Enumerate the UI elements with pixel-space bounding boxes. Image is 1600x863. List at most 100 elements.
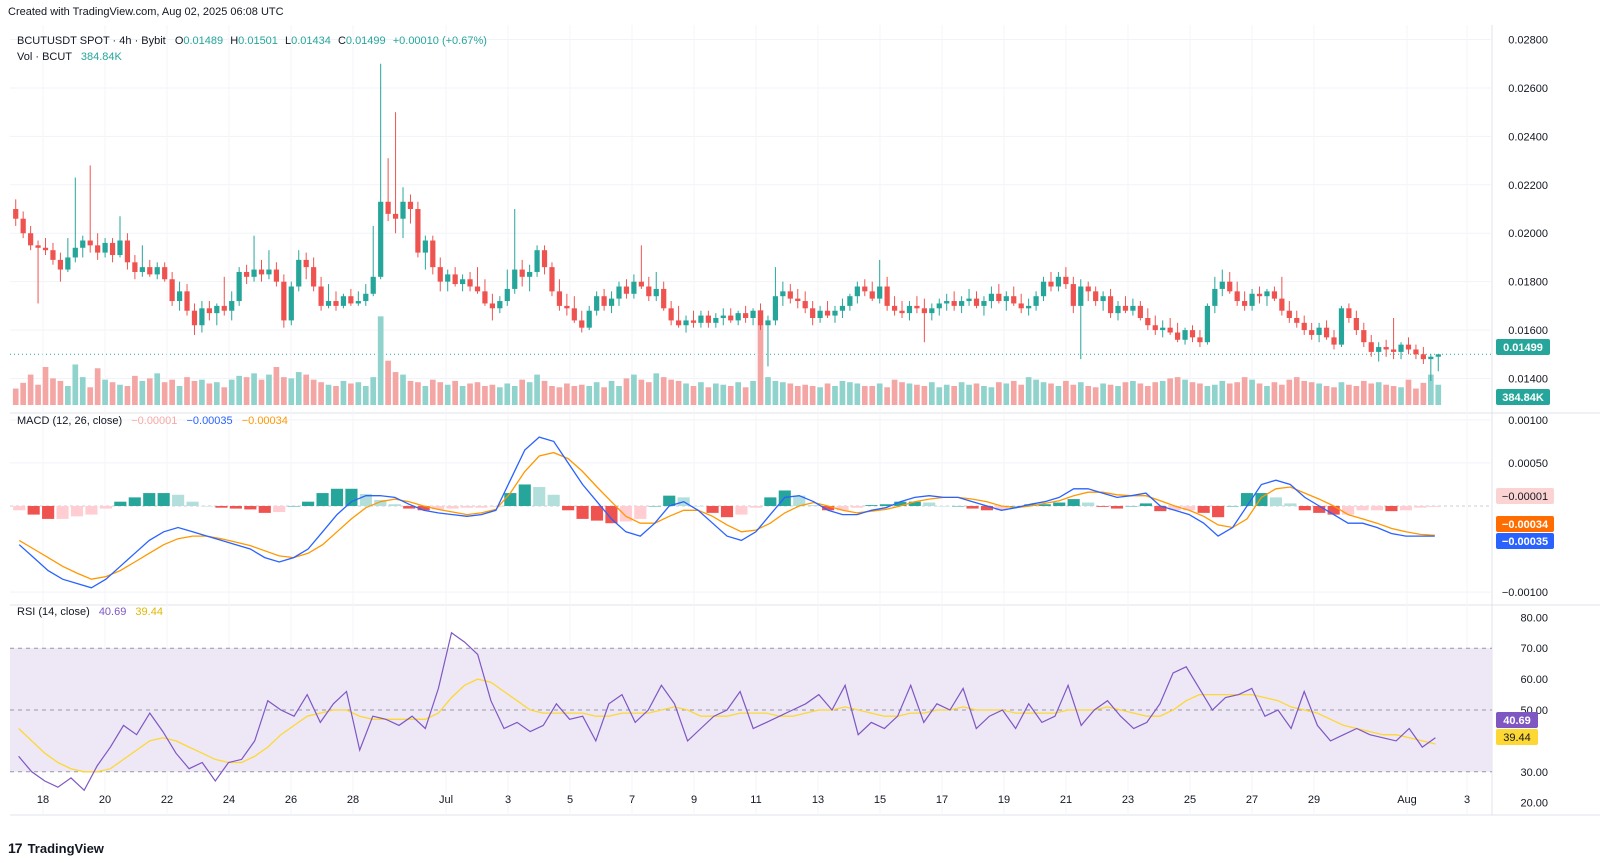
rsi-axis-label: 70.00 — [1520, 643, 1548, 655]
macd-histogram-bar — [1053, 502, 1066, 506]
volume-bar — [1189, 382, 1196, 405]
volume-bar — [221, 387, 228, 405]
candle-body — [608, 298, 615, 306]
candle-body — [437, 267, 443, 282]
macd-histogram-bar — [1356, 505, 1369, 511]
price-axis-label: 0.02600 — [1508, 83, 1548, 95]
axes: 0.02800 0.02600 0.02400 0.02200 0.02000 0.018… — [37, 35, 1548, 810]
candle-body — [1323, 327, 1330, 338]
volume-bar — [780, 382, 786, 405]
candle-body — [653, 288, 659, 297]
macd-histogram-bar — [562, 505, 575, 511]
volume-bar — [839, 380, 846, 405]
candle-body — [288, 286, 294, 321]
candle-body — [1078, 286, 1084, 306]
time-axis-label: 17 — [936, 794, 948, 806]
candle-body — [251, 269, 257, 277]
candle-body — [832, 310, 838, 316]
volume-bar — [1003, 383, 1010, 405]
candle-body — [1420, 354, 1426, 360]
macd-histogram-bar — [1038, 504, 1051, 506]
time-axis-label: 11 — [750, 794, 761, 806]
macd-legend: MACD (12, 26, close) −0.00001 −0.00035 −… — [17, 415, 288, 427]
volume-bar — [526, 382, 533, 405]
candle-body — [534, 250, 540, 272]
volume-bar — [1234, 382, 1241, 405]
price-pane-area[interactable] — [10, 25, 1492, 413]
macd-histogram-bar — [1125, 505, 1138, 507]
candle-body — [1331, 337, 1337, 345]
candle-body — [973, 298, 980, 306]
time-axis-label: Jul — [439, 794, 453, 806]
volume-bar — [65, 386, 71, 405]
candle-body — [1413, 349, 1419, 355]
candle-body — [80, 240, 86, 248]
candle-body — [914, 305, 920, 309]
candle-body — [229, 301, 235, 311]
candle-body — [281, 281, 287, 321]
macd-histogram-bar — [619, 505, 632, 522]
volume-bar — [228, 379, 235, 405]
price-axis-label: 0.02000 — [1508, 228, 1548, 240]
macd-histogram-bar — [27, 505, 40, 515]
candle-body — [765, 320, 771, 326]
volume-bar — [199, 379, 205, 405]
volume-bar — [616, 386, 622, 405]
volume-bars — [12, 310, 1442, 405]
macd-histogram-bar — [302, 501, 315, 506]
candle-body — [1085, 286, 1091, 292]
volume-bar — [385, 360, 391, 405]
time-axis-label: Aug — [1397, 794, 1417, 806]
candle-body — [474, 286, 481, 292]
candle-body — [966, 298, 972, 302]
volume-bar — [1122, 382, 1129, 405]
candle-body — [1376, 347, 1382, 352]
time-axis-label: 3 — [1464, 794, 1470, 806]
volume-bar — [832, 386, 838, 405]
macd-histogram-bar — [822, 505, 835, 511]
volume-bar — [645, 382, 652, 405]
volume-bar — [765, 377, 771, 405]
candle-body — [1242, 301, 1248, 306]
volume-bar — [973, 383, 980, 405]
volume-bar — [474, 382, 481, 405]
volume-bar — [1159, 380, 1166, 405]
macd-histogram-bar — [836, 505, 849, 511]
volume-bar — [392, 372, 399, 405]
macd-histogram-bar — [403, 505, 416, 509]
macd-histogram-bar — [547, 494, 560, 506]
volume-bar — [154, 373, 161, 405]
volume-bar — [1256, 383, 1263, 405]
candle-body — [586, 310, 592, 328]
volume-bar — [310, 379, 317, 405]
volume-bar — [608, 380, 615, 405]
volume-bar — [1398, 387, 1404, 405]
candle-body — [1249, 293, 1255, 306]
macd-histogram-bar — [417, 505, 430, 511]
volume-bar — [1010, 380, 1017, 405]
volume-bar — [206, 383, 213, 405]
candle-body — [1145, 317, 1151, 326]
volume-bar — [459, 386, 466, 405]
volume-bar — [444, 384, 451, 405]
volume-bar — [50, 378, 56, 405]
volume-bar — [489, 384, 496, 405]
created-with-caption: Created with TradingView.com, Aug 02, 20… — [8, 6, 284, 18]
macd-histogram-bar — [952, 505, 965, 507]
trading-chart[interactable]: 0.02800 0.02600 0.02400 0.02200 0.02000 0.018… — [0, 0, 1600, 835]
volume-bar — [914, 384, 920, 405]
volume-bar — [1048, 383, 1054, 405]
volume-bar — [586, 386, 593, 405]
candle-body — [713, 317, 719, 323]
candle-body — [862, 286, 868, 292]
tradingview-brand[interactable]: 17 TradingView — [8, 840, 104, 856]
candle-body — [199, 308, 205, 326]
rsi-value: 40.69 — [99, 606, 127, 618]
candle-body — [1286, 310, 1292, 318]
macd-histogram-bar — [1082, 502, 1095, 506]
candle-body — [1234, 291, 1240, 302]
candle-body — [646, 286, 652, 297]
price-axis-label: 0.01400 — [1508, 374, 1548, 386]
volume-bar — [958, 382, 965, 405]
rsi-axis-label: 20.00 — [1520, 798, 1548, 810]
